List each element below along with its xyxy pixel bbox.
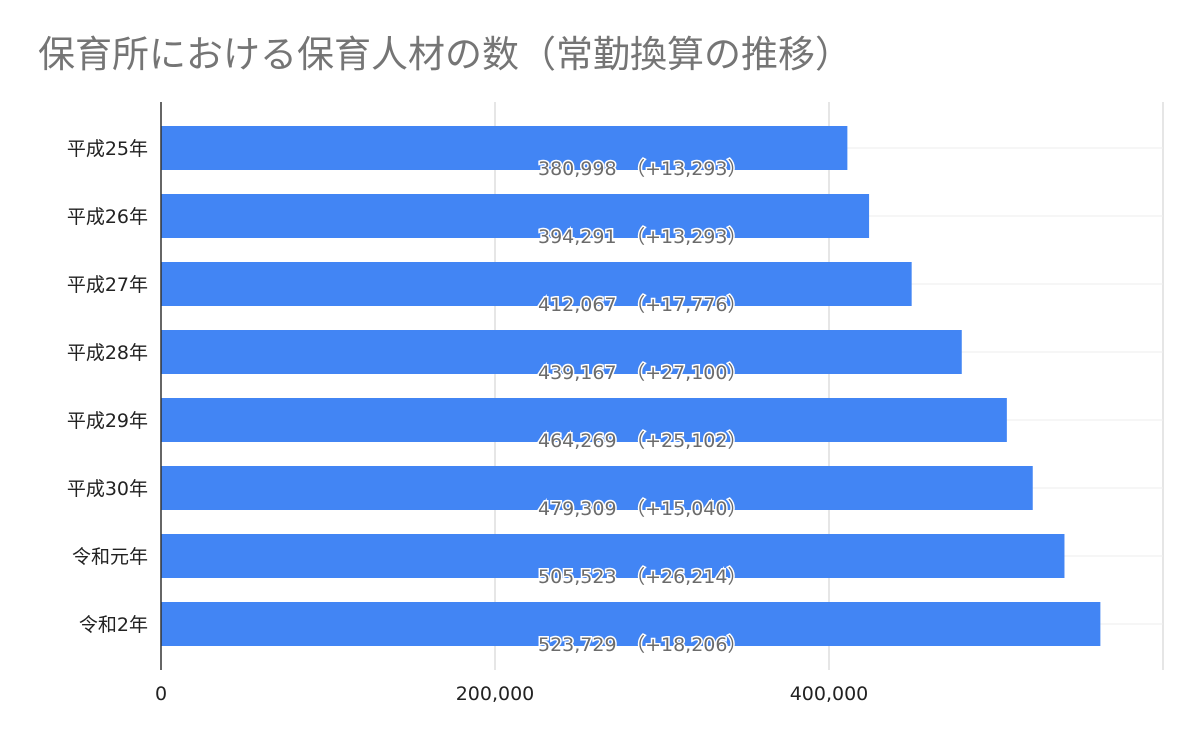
category-label: 平成30年 [67, 478, 148, 500]
bar [161, 534, 1065, 578]
data-labels: 380,998 （+13,293） 394,291 （+13,293） 412,06… [537, 157, 748, 658]
category-label: 平成25年 [67, 138, 148, 160]
chart-title: 保育所における保育人材の数（常勤換算の推移） [38, 33, 852, 76]
bars [161, 126, 1101, 646]
category-label: 平成26年 [67, 206, 148, 228]
data-label: 464,269 （+25,102） [538, 430, 746, 452]
data-label: 380,998 （+13,293） [538, 158, 746, 180]
data-label: 479,309 （+15,040） [538, 498, 746, 520]
x-tick-label: 0 [155, 683, 167, 705]
category-label: 平成27年 [67, 274, 148, 296]
bar [161, 194, 870, 238]
data-label: 439,167 （+27,100） [538, 362, 746, 384]
bar [161, 330, 962, 374]
bar [161, 602, 1101, 646]
category-label: 令和2年 [79, 614, 148, 636]
category-label: 令和元年 [72, 546, 148, 568]
data-label: 412,067 （+17,776） [538, 294, 746, 316]
bar [161, 466, 1033, 510]
category-label: 平成28年 [67, 342, 148, 364]
bar [161, 398, 1007, 442]
category-label: 平成29年 [67, 410, 148, 432]
x-tick-label: 200,000 [456, 683, 535, 705]
x-axis-ticks: 0 200,000 400,000 [155, 683, 868, 705]
bar [161, 126, 848, 170]
bar [161, 262, 912, 306]
data-label: 394,291 （+13,293） [538, 226, 746, 248]
data-label: 505,523 （+26,214） [538, 566, 746, 588]
data-label: 523,729 （+18,206） [538, 634, 746, 656]
x-tick-label: 400,000 [790, 683, 869, 705]
